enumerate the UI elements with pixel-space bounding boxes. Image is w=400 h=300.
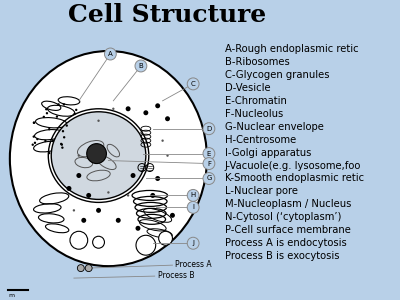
Circle shape <box>159 231 172 245</box>
Text: F-Nucleolus: F-Nucleolus <box>225 109 283 119</box>
Text: J: J <box>192 240 194 246</box>
Circle shape <box>81 218 86 223</box>
Circle shape <box>187 78 199 90</box>
Circle shape <box>143 110 148 115</box>
Circle shape <box>165 116 170 121</box>
Circle shape <box>75 109 78 111</box>
Circle shape <box>43 116 45 118</box>
Text: G: G <box>206 176 212 182</box>
Circle shape <box>57 103 60 106</box>
Text: E-Chromatin: E-Chromatin <box>225 96 286 106</box>
Text: D: D <box>206 126 212 132</box>
Circle shape <box>66 124 68 127</box>
Circle shape <box>36 138 38 140</box>
Text: K-Smooth endoplasmic retic: K-Smooth endoplasmic retic <box>225 173 364 184</box>
Circle shape <box>166 154 169 157</box>
Text: J-Vacuole(e.g. lysosome,foo: J-Vacuole(e.g. lysosome,foo <box>225 160 361 170</box>
Circle shape <box>112 108 114 110</box>
Ellipse shape <box>10 51 207 266</box>
Circle shape <box>96 208 101 213</box>
Circle shape <box>162 140 164 142</box>
Text: H: H <box>190 192 196 198</box>
Circle shape <box>203 123 215 135</box>
Text: C: C <box>191 81 196 87</box>
Circle shape <box>73 209 75 212</box>
Circle shape <box>187 190 199 201</box>
Text: A: A <box>108 51 113 57</box>
Text: Process A: Process A <box>176 260 212 268</box>
Text: I: I <box>192 204 194 210</box>
Circle shape <box>66 186 72 191</box>
Text: N-Cytosol (‘cytoplasm’): N-Cytosol (‘cytoplasm’) <box>225 212 341 222</box>
Circle shape <box>77 265 84 272</box>
Circle shape <box>203 172 215 184</box>
Circle shape <box>33 122 35 124</box>
Circle shape <box>63 103 65 106</box>
Text: P-Cell surface membrane: P-Cell surface membrane <box>225 225 350 235</box>
Circle shape <box>48 128 50 130</box>
Text: Process B: Process B <box>158 271 194 280</box>
Circle shape <box>127 194 129 196</box>
Circle shape <box>97 119 100 122</box>
Circle shape <box>32 143 34 146</box>
Circle shape <box>48 152 50 154</box>
Text: Process A is endocytosis: Process A is endocytosis <box>225 238 346 248</box>
Circle shape <box>135 60 147 72</box>
Text: C-Glycogen granules: C-Glycogen granules <box>225 70 329 80</box>
Text: B-Ribosomes: B-Ribosomes <box>225 57 290 67</box>
Circle shape <box>32 135 35 138</box>
Circle shape <box>61 143 63 146</box>
Circle shape <box>107 191 110 194</box>
Circle shape <box>187 201 199 213</box>
Circle shape <box>104 48 116 60</box>
Circle shape <box>150 193 155 198</box>
Text: A-Rough endoplasmic retic: A-Rough endoplasmic retic <box>225 44 358 54</box>
Circle shape <box>116 218 121 223</box>
Circle shape <box>170 213 175 218</box>
Circle shape <box>87 144 106 164</box>
Text: G-Nuclear envelope: G-Nuclear envelope <box>225 122 324 132</box>
Circle shape <box>130 173 136 178</box>
Circle shape <box>70 231 88 249</box>
Ellipse shape <box>51 112 146 200</box>
Text: m: m <box>8 292 14 298</box>
Circle shape <box>33 122 35 124</box>
Text: Cell Structure: Cell Structure <box>68 3 267 27</box>
Circle shape <box>76 173 81 178</box>
Circle shape <box>34 142 36 144</box>
Text: E: E <box>207 151 211 157</box>
Circle shape <box>44 140 46 142</box>
Circle shape <box>45 108 48 110</box>
Circle shape <box>136 235 156 255</box>
Circle shape <box>85 265 92 272</box>
Circle shape <box>63 136 65 139</box>
Circle shape <box>61 146 64 149</box>
Circle shape <box>126 106 130 111</box>
Text: H-Centrosome: H-Centrosome <box>225 135 296 145</box>
Circle shape <box>155 176 160 181</box>
Circle shape <box>93 236 104 248</box>
Text: F: F <box>207 160 211 166</box>
Text: D-Vesicle: D-Vesicle <box>225 83 270 93</box>
Circle shape <box>62 130 64 132</box>
Circle shape <box>136 226 140 231</box>
Circle shape <box>46 112 48 114</box>
Text: M-Nucleoplasm / Nucleus: M-Nucleoplasm / Nucleus <box>225 200 351 209</box>
Circle shape <box>86 193 91 198</box>
Circle shape <box>74 112 76 115</box>
Text: I-Golgi apparatus: I-Golgi apparatus <box>225 148 311 158</box>
Circle shape <box>187 237 199 249</box>
Circle shape <box>52 140 54 142</box>
Text: B: B <box>138 63 143 69</box>
Circle shape <box>203 148 215 160</box>
Circle shape <box>56 116 58 118</box>
Text: Process B is exocytosis: Process B is exocytosis <box>225 251 339 261</box>
Circle shape <box>155 103 160 108</box>
Circle shape <box>78 154 80 157</box>
Circle shape <box>60 143 62 145</box>
Text: L-Nuclear pore: L-Nuclear pore <box>225 186 298 197</box>
Circle shape <box>203 158 215 169</box>
